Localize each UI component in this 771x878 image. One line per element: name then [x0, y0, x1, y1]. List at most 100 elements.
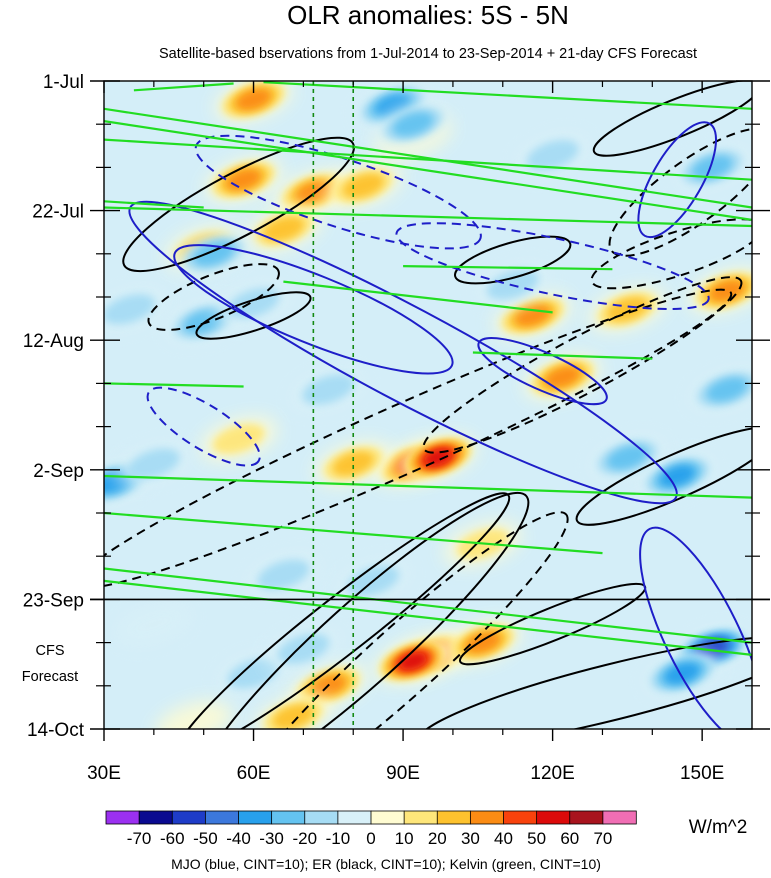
- colorbar-tick-label: 10: [395, 829, 414, 848]
- mjo-contour: [637, 121, 718, 239]
- kelvin-contour: [133, 82, 234, 92]
- anomaly-blob: [127, 448, 180, 479]
- forecast-label-line2: Forecast: [22, 669, 78, 685]
- colorbar-swatch: [138, 810, 173, 825]
- kelvin-contour: [263, 81, 752, 110]
- mjo-contour: [395, 222, 710, 310]
- colorbar-swatch: [569, 810, 604, 825]
- colorbar-tick-label: -20: [293, 829, 318, 848]
- x-tick-label: 150E: [680, 763, 724, 784]
- kelvin-contour: [104, 200, 204, 209]
- olr-anomaly-field: [104, 81, 752, 729]
- colorbar-swatch: [204, 810, 240, 825]
- colorbar-swatch: [171, 810, 207, 825]
- er-contour: [147, 263, 280, 331]
- colorbar-unit: W/m^2: [689, 817, 748, 838]
- kelvin-contour: [104, 382, 244, 388]
- colorbar-tick-label: -40: [226, 829, 251, 848]
- anomaly-blob: [263, 217, 304, 242]
- er-contour: [197, 491, 530, 729]
- kelvin-contour: [104, 567, 752, 644]
- colorbar-tick-label: -10: [326, 829, 351, 848]
- kelvin-contour: [104, 579, 752, 656]
- kelvin-contour: [472, 351, 653, 360]
- y-tick-label: 23-Sep: [23, 590, 84, 611]
- chart-subtitle: Satellite-based bservations from 1-Jul-2…: [159, 46, 697, 62]
- kelvin-contour: [283, 280, 553, 314]
- kelvin-contour: [104, 474, 752, 499]
- er-contour: [608, 127, 752, 257]
- anomaly-blob: [332, 451, 374, 476]
- er-contour: [592, 81, 752, 157]
- anomaly-blob: [706, 377, 748, 402]
- y-tick-label: 14-Oct: [27, 720, 85, 741]
- kelvin-contour: [104, 120, 752, 221]
- colorbar-tick-label: -70: [127, 829, 152, 848]
- anomaly-blob: [709, 280, 745, 302]
- colorbar-swatch: [304, 810, 339, 825]
- colorbar-swatch: [536, 810, 571, 825]
- kelvin-contour: [104, 511, 603, 555]
- colorbar-tick-label: 40: [494, 829, 513, 848]
- forecast-label-line1: CFS: [36, 643, 65, 659]
- colorbar-swatch: [271, 810, 306, 825]
- colorbar-swatch: [105, 810, 140, 825]
- er-contour: [417, 635, 752, 729]
- anomaly-blob: [607, 445, 648, 470]
- colorbar-tick-label: 20: [428, 829, 447, 848]
- x-tick-label: 120E: [530, 763, 574, 784]
- colorbar: -70 -60 -50 -40 -30 -20 -10 0 10 20 30 40 50 60 70: [105, 810, 637, 848]
- kelvin-contour: [104, 206, 752, 228]
- colorbar-tick-label: 50: [527, 829, 546, 848]
- er-contour: [422, 276, 743, 454]
- mjo-contour: [146, 386, 261, 467]
- colorbar-tick-label: -60: [160, 829, 185, 848]
- wave-filtered-contours: [104, 81, 752, 729]
- colorbar-swatch: [469, 810, 505, 825]
- x-tick-label: 90E: [386, 763, 420, 784]
- colorbar-tick-label: 30: [461, 829, 480, 848]
- anomaly-blob: [257, 559, 310, 590]
- y-tick-label: 12-Aug: [23, 331, 84, 352]
- anomaly-blob: [691, 155, 733, 180]
- anomaly-blob: [607, 297, 648, 322]
- anomaly-blob: [302, 374, 355, 405]
- axes: 1-Jul 22-Jul 12-Aug 2-Sep 23-Sep 14-Oct 30E 60E…: [23, 72, 770, 784]
- anomaly-blob: [236, 89, 271, 110]
- contour-legend: MJO (blue, CINT=10); ER (black, CINT=10)…: [171, 856, 601, 872]
- anomaly-blob: [212, 423, 265, 455]
- er-contour: [237, 511, 569, 729]
- er-contour: [195, 291, 312, 340]
- anomaly-blob: [526, 139, 579, 171]
- colorbar-tick-label: -30: [259, 829, 284, 848]
- reference-lines: [90, 81, 770, 729]
- x-tick-label: 60E: [237, 763, 271, 784]
- chart-title: OLR anomalies: 5S - 5N: [287, 0, 569, 30]
- anomaly-blob: [545, 366, 580, 388]
- y-tick-label: 2-Sep: [33, 461, 84, 482]
- colorbar-swatch: [436, 810, 472, 825]
- mjo-contour: [639, 526, 752, 729]
- anomaly-blob: [115, 602, 193, 646]
- mjo-contour: [173, 244, 454, 375]
- anomaly-blob: [660, 465, 695, 487]
- colorbar-swatch: [337, 810, 372, 825]
- kelvin-contour: [104, 107, 752, 209]
- anomaly-blob: [392, 112, 434, 137]
- kelvin-contour: [403, 265, 613, 271]
- plot-frame: [103, 80, 753, 730]
- er-contour: [104, 288, 733, 590]
- colorbar-swatch: [370, 810, 405, 825]
- colorbar-tick-label: -50: [193, 829, 218, 848]
- colorbar-swatch: [602, 810, 637, 825]
- colorbar-swatch: [503, 810, 538, 825]
- kelvin-contour: [104, 138, 752, 181]
- colorbar-swatch: [403, 810, 438, 825]
- anomaly-blob: [104, 294, 155, 325]
- er-contour: [454, 235, 572, 285]
- anomaly-blob: [665, 663, 700, 684]
- er-contour: [590, 218, 752, 290]
- colorbar-tick-label: 70: [593, 829, 612, 848]
- colorbar-tick-label: 0: [366, 829, 375, 848]
